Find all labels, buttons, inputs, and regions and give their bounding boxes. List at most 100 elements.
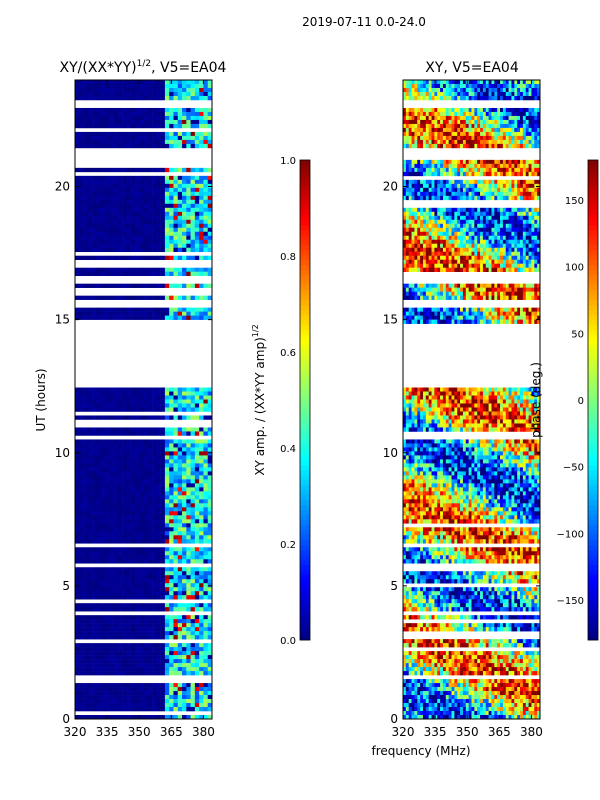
heatmap-cell [130,575,136,580]
colorbar-step [300,310,310,316]
heatmap-cell [126,91,131,97]
heatmap-cell [96,215,101,221]
heatmap-cell [126,615,131,620]
heatmap-cell [517,167,521,173]
heatmap-cell [83,663,89,668]
heatmap-cell [143,683,149,688]
heatmap-cell [143,467,149,472]
heatmap-cell [75,515,80,520]
heatmap-cell [122,627,127,632]
heatmap-cell [122,207,127,213]
heatmap-cell [177,467,183,472]
heatmap-cell [117,267,123,272]
heatmap-cell [190,307,196,312]
heatmap-cell [130,695,136,700]
heatmap-cell [173,551,179,556]
heatmap-cell [96,195,101,201]
heatmap-cell [462,115,467,121]
heatmap-cell [104,143,110,149]
heatmap-cell [160,603,166,608]
heatmap-cell [126,595,131,600]
heatmap-cell [186,575,191,580]
heatmap-cell [194,239,200,245]
heatmap-cell [130,447,136,452]
heatmap-cell [173,491,179,496]
heatmap-cell [75,399,80,404]
heatmap-cell [173,95,179,101]
heatmap-cell [113,603,119,608]
heatmap-cell [514,191,518,197]
heatmap-cell [87,427,93,432]
heatmap-cell [96,183,101,189]
heatmap-cell [152,467,157,472]
heatmap-cell [156,80,161,85]
heatmap-cell [460,171,464,177]
heatmap-cell [96,659,101,664]
heatmap-cell [83,519,89,524]
heatmap-cell [122,603,127,608]
heatmap-cell [491,83,495,89]
heatmap-cell [134,487,140,492]
heatmap-cell [194,283,200,288]
heatmap-cell [147,451,153,456]
heatmap-cell [500,131,504,137]
heatmap-cell [525,159,529,165]
heatmap-cell [134,175,140,181]
heatmap-cell [152,191,157,197]
colorbar-step [300,240,310,246]
heatmap-cell [491,163,495,169]
heatmap-cell [448,191,452,197]
heatmap-cell [505,207,509,213]
heatmap-cell [143,119,149,125]
heatmap-cell [92,687,97,692]
heatmap-cell [169,175,174,181]
heatmap-cell [156,455,161,460]
heatmap-cell [100,591,106,596]
heatmap-cell [143,219,149,225]
heatmap-cell [156,395,161,400]
heatmap-cell [465,191,469,197]
heatmap-cell [139,615,144,620]
heatmap-cell [113,703,119,708]
heatmap-cell [525,207,529,213]
heatmap-cell [517,131,521,137]
heatmap-cell [152,427,157,432]
heatmap-cell [177,643,183,648]
heatmap-cell [182,207,187,213]
heatmap-cell [451,127,455,133]
heatmap-cell [79,583,84,588]
heatmap-cell [169,479,174,484]
heatmap-cell [177,431,183,436]
heatmap-cell [79,559,84,564]
heatmap-cell [126,447,131,452]
heatmap-cell [130,707,136,712]
heatmap-cell [177,495,183,500]
heatmap-cell [537,123,541,129]
heatmap-cell [203,627,209,632]
heatmap-cell [477,163,481,169]
heatmap-cell [79,395,84,400]
heatmap-cell [425,187,429,193]
heatmap-cell [79,487,84,492]
heatmap-cell [126,619,131,624]
heatmap-cell [468,119,472,125]
heatmap-cell [534,167,538,173]
heatmap-cell [525,115,529,121]
heatmap-cell [428,127,432,133]
heatmap-cell [130,619,136,624]
heatmap-cell [203,315,209,320]
heatmap-cell [425,167,429,173]
heatmap-cell [203,80,209,85]
heatmap-cell [207,231,213,237]
heatmap-cell [494,87,498,93]
heatmap-cell [182,559,187,564]
heatmap-cell [203,651,209,656]
heatmap-cell [482,191,487,197]
heatmap-cell [96,123,101,129]
heatmap-cell [462,167,467,173]
heatmap-cell [87,503,93,508]
heatmap-cell [130,307,136,312]
heatmap-cell [92,555,97,560]
heatmap-cell [109,271,114,276]
heatmap-cell [160,215,166,221]
